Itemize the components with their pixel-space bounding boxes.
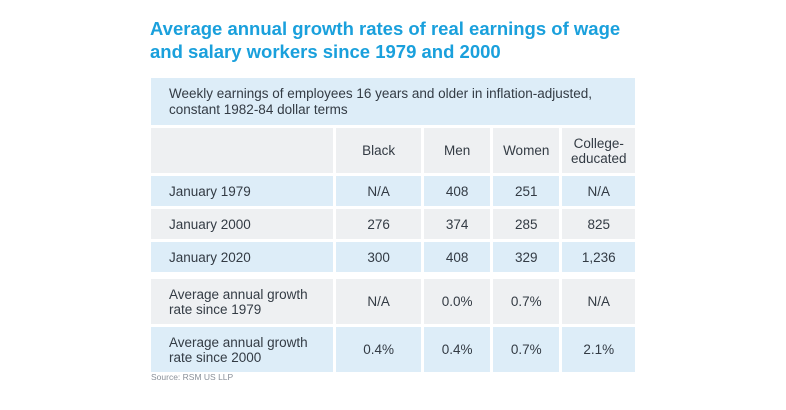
row-label: Average annual growth rate since 1979 <box>151 279 333 324</box>
header-cell: Black <box>335 128 422 173</box>
table-cell: N/A <box>335 279 422 324</box>
header-cell <box>151 128 333 173</box>
earnings-table: Weekly earnings of employees 16 years an… <box>151 78 635 372</box>
table-cell: 825 <box>562 209 635 239</box>
header-cell: Women <box>492 128 560 173</box>
table-cell: N/A <box>335 176 422 206</box>
table-row: January 2020 300 408 329 1,236 <box>151 242 635 272</box>
table-row: January 1979 N/A 408 251 N/A <box>151 176 635 206</box>
source-note: Source: RSM US LLP <box>151 372 234 382</box>
table-cell: 276 <box>335 209 422 239</box>
row-label: January 1979 <box>151 176 333 206</box>
table-row: Average annual growth rate since 2000 0.… <box>151 327 635 372</box>
table-row: January 2000 276 374 285 825 <box>151 209 635 239</box>
table-cell: 0.7% <box>492 279 560 324</box>
table-cell: 374 <box>424 209 490 239</box>
table-cell: N/A <box>562 279 635 324</box>
table-cell: 0.4% <box>335 327 422 372</box>
table-cell: 2.1% <box>562 327 635 372</box>
table-cell: 251 <box>492 176 560 206</box>
row-label: Average annual growth rate since 2000 <box>151 327 333 372</box>
table-cell: 408 <box>424 176 490 206</box>
table-cell: 329 <box>492 242 560 272</box>
header-cell: College-educated <box>562 128 635 173</box>
table-row: Average annual growth rate since 1979 N/… <box>151 279 635 324</box>
header-row: Black Men Women College-educated <box>151 128 635 173</box>
table-cell: 300 <box>335 242 422 272</box>
table-cell: 0.4% <box>424 327 490 372</box>
table-cell: N/A <box>562 176 635 206</box>
table-subtitle: Weekly earnings of employees 16 years an… <box>151 78 635 125</box>
table-cell: 0.7% <box>492 327 560 372</box>
table-cell: 408 <box>424 242 490 272</box>
table-cell: 1,236 <box>562 242 635 272</box>
header-cell: Men <box>424 128 490 173</box>
row-label: January 2020 <box>151 242 333 272</box>
chart-title: Average annual growth rates of real earn… <box>150 18 621 62</box>
table-cell: 0.0% <box>424 279 490 324</box>
table-cell: 285 <box>492 209 560 239</box>
row-label: January 2000 <box>151 209 333 239</box>
